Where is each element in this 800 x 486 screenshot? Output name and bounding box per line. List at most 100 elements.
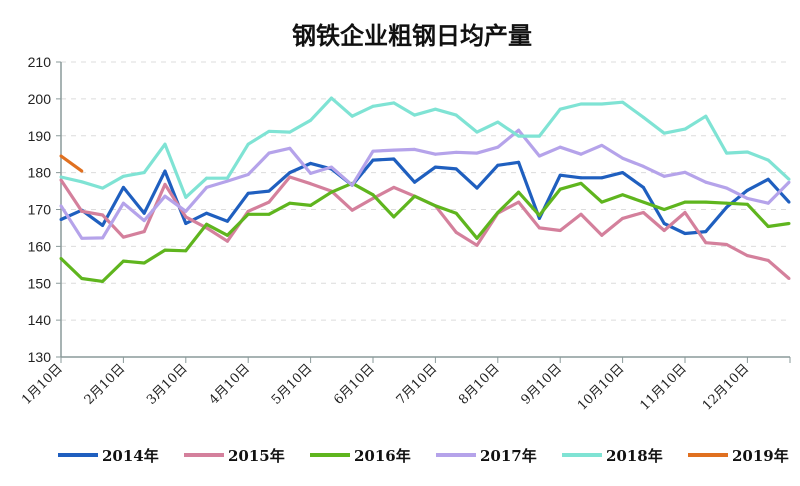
data-point [246, 191, 250, 195]
data-point [184, 215, 188, 219]
data-point [766, 177, 770, 181]
data-point [413, 147, 417, 151]
data-point [288, 146, 292, 150]
data-point [600, 143, 604, 147]
data-point [371, 149, 375, 153]
data-point [766, 201, 770, 205]
data-point [517, 160, 521, 164]
data-point [392, 185, 396, 189]
data-point [413, 194, 417, 198]
data-point [413, 113, 417, 117]
series-line-2016 [59, 181, 790, 283]
data-point [745, 188, 749, 192]
data-point [704, 200, 708, 204]
data-point [683, 231, 687, 235]
data-point [184, 209, 188, 213]
data-point [745, 202, 749, 206]
data-point [704, 180, 708, 184]
data-point [558, 187, 562, 191]
data-point [725, 201, 729, 205]
data-point [641, 185, 645, 189]
data-point [475, 236, 479, 240]
x-tick-label: 1月10日 [19, 361, 66, 408]
legend-label: 2015年 [228, 447, 285, 465]
data-point [683, 127, 687, 131]
data-point [225, 219, 229, 223]
data-point [475, 151, 479, 155]
data-point [413, 180, 417, 184]
data-point [496, 145, 500, 149]
data-point [184, 195, 188, 199]
data-point [101, 279, 105, 283]
data-point [350, 114, 354, 118]
data-point [641, 210, 645, 214]
x-tick-label: 6月10日 [331, 361, 378, 408]
data-point [745, 150, 749, 154]
data-point [579, 181, 583, 185]
data-point [600, 102, 604, 106]
data-point [683, 210, 687, 214]
data-point [121, 185, 125, 189]
data-point [59, 217, 63, 221]
data-point [725, 151, 729, 155]
data-point [121, 201, 125, 205]
data-point [121, 235, 125, 239]
data-point [475, 186, 479, 190]
data-point [142, 171, 146, 175]
data-point [787, 276, 791, 280]
data-point [246, 212, 250, 216]
data-point [246, 209, 250, 213]
x-tick-label: 4月10日 [206, 361, 253, 408]
data-point [205, 185, 209, 189]
data-point [142, 261, 146, 265]
y-tick-label: 140 [28, 312, 52, 328]
data-point [558, 107, 562, 111]
data-point [267, 200, 271, 204]
data-point [101, 236, 105, 240]
data-point [496, 120, 500, 124]
data-point [662, 208, 666, 211]
data-point [392, 148, 396, 152]
data-point [205, 222, 209, 226]
data-point [392, 157, 396, 161]
data-point [579, 102, 583, 106]
data-point [475, 243, 479, 247]
data-point [350, 183, 354, 187]
data-point [309, 203, 313, 207]
data-point [163, 248, 167, 252]
data-point [517, 134, 521, 138]
x-tick-label: 3月10日 [144, 361, 191, 408]
data-point [621, 100, 625, 104]
legend-label: 2018年 [606, 447, 663, 465]
data-point [142, 230, 146, 234]
data-point [621, 193, 625, 197]
data-point [225, 233, 229, 237]
data-point [267, 151, 271, 155]
y-tick-label: 200 [28, 91, 52, 107]
data-point [142, 219, 146, 223]
data-point [205, 176, 209, 180]
data-point [579, 212, 583, 216]
data-point [621, 216, 625, 220]
data-point [725, 186, 729, 190]
data-point [59, 204, 63, 208]
data-point [101, 213, 105, 217]
x-tick-label: 8月10日 [456, 361, 503, 408]
data-point [454, 167, 458, 171]
x-tick-label: 7月10日 [394, 361, 441, 408]
data-point [579, 152, 583, 156]
x-tick-label: 2月10日 [82, 361, 129, 408]
data-point [621, 171, 625, 175]
data-point [579, 176, 583, 180]
data-point [600, 200, 604, 204]
data-point [163, 142, 167, 146]
data-point [600, 233, 604, 237]
data-point [309, 161, 313, 165]
data-point [745, 196, 749, 200]
data-point [662, 222, 666, 226]
data-point [350, 208, 354, 212]
data-point [704, 114, 708, 118]
data-point [745, 254, 749, 258]
y-tick-label: 160 [28, 238, 52, 254]
